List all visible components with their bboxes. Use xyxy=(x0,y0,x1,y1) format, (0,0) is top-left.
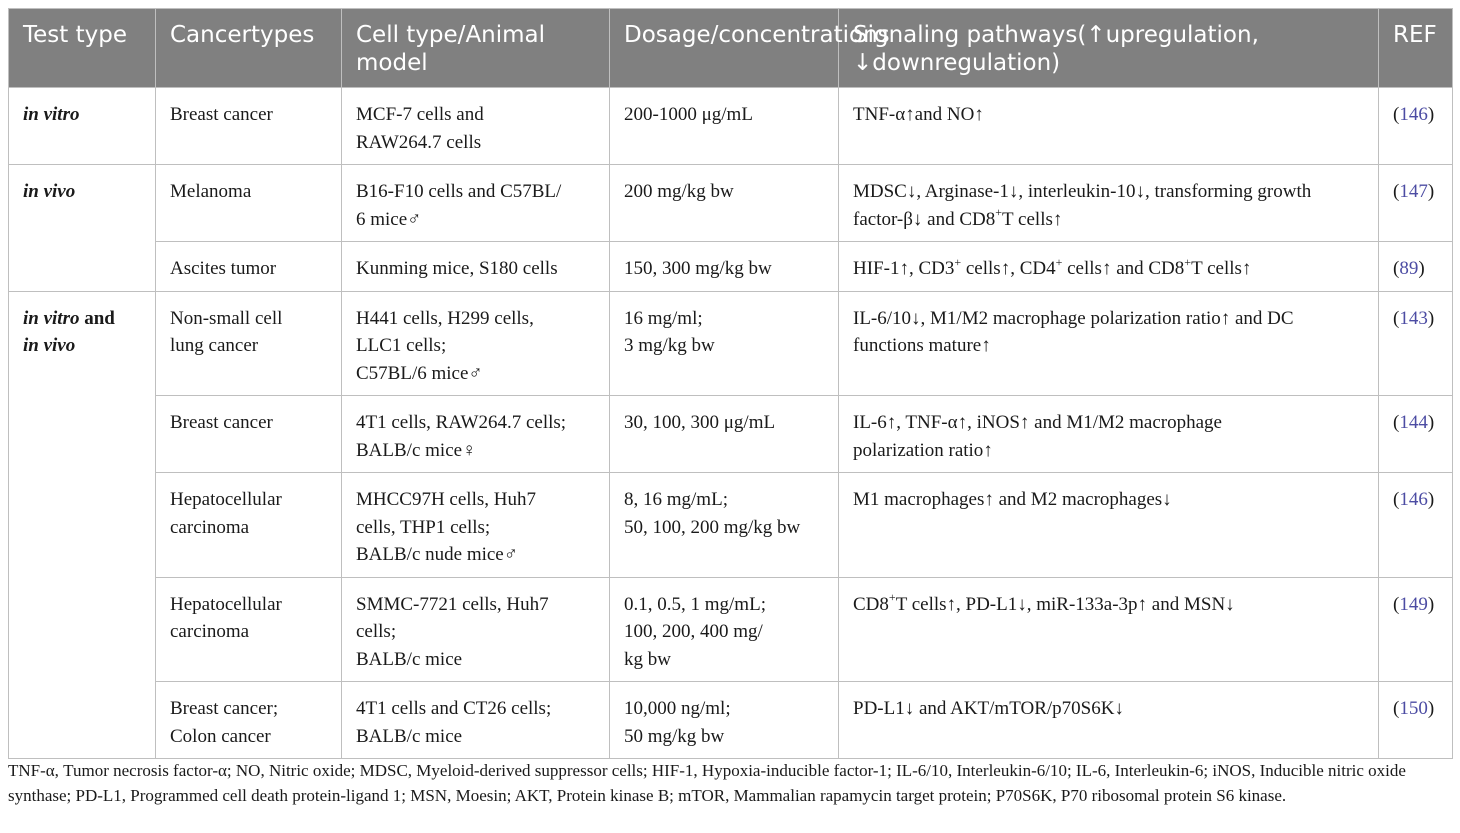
pathway-cell: IL-6/10↓, M1/M2 macrophage polarization … xyxy=(838,290,1379,396)
data-table: Test type Cancertypes Cell type/Animal m… xyxy=(8,8,1453,759)
pathway-cell: TNF-α↑and NO↑ xyxy=(838,87,1379,165)
dosage-cell: 16 mg/ml; 3 mg/kg bw xyxy=(609,290,839,396)
cancer-cell: Breast cancer xyxy=(155,87,342,165)
cancer-cell: Breast cancer xyxy=(155,395,342,473)
cancer-cell: Hepatocellular carcinoma xyxy=(155,472,342,578)
cancer-cell: Melanoma xyxy=(155,164,342,242)
ref-cell: (147) xyxy=(1378,164,1453,242)
ref-link[interactable]: 146 xyxy=(1399,104,1428,125)
dosage-cell: 10,000 ng/ml; 50 mg/kg bw xyxy=(609,681,839,759)
dosage-cell: 200-1000 μg/mL xyxy=(609,87,839,165)
cells-cell: B16-F10 cells and C57BL/6 mice♂ xyxy=(341,164,610,242)
ref-cell: (146) xyxy=(1378,87,1453,165)
ref-cell: (144) xyxy=(1378,395,1453,473)
cells-cell: SMMC-7721 cells, Huh7 cells; BALB/c mice xyxy=(341,576,610,682)
ref-cell: (143) xyxy=(1378,290,1453,396)
cancer-cell: Ascites tumor xyxy=(155,241,342,292)
cells-cell: MCF-7 cells and RAW264.7 cells xyxy=(341,87,610,165)
table-row: Hepatocellular carcinoma SMMC-7721 cells,… xyxy=(9,576,1453,682)
cells-cell: H441 cells, H299 cells, LLC1 cells; C57BL/… xyxy=(341,290,610,396)
header-row: Test type Cancertypes Cell type/Animal m… xyxy=(8,8,1453,88)
table-row: Hepatocellular carcinoma MHCC97H cells, H… xyxy=(9,472,1453,578)
cells-cell: Kunming mice, S180 cells xyxy=(341,241,610,292)
pathway-cell: IL-6↑, TNF-α↑, iNOS↑ and M1/M2 macrophag… xyxy=(838,395,1379,473)
table-row: in vivo Melanoma B16-F10 cells and C57BL… xyxy=(8,164,1453,292)
dosage-cell: 150, 300 mg/kg bw xyxy=(609,241,839,292)
ref-cell: (150) xyxy=(1378,681,1453,759)
dosage-cell: 30, 100, 300 μg/mL xyxy=(609,395,839,473)
table-container: Test type Cancertypes Cell type/Animal m… xyxy=(8,8,1453,759)
header-signaling-pathways: Signaling pathways(↑upregulation, ↓downr… xyxy=(838,8,1379,88)
table-row: Breast cancer; Colon cancer 4T1 cells and… xyxy=(9,681,1453,759)
table-row: Breast cancer 4T1 cells, RAW264.7 cells;… xyxy=(9,395,1453,473)
ref-link[interactable]: 150 xyxy=(1399,698,1428,719)
header-ref: REF xyxy=(1378,8,1453,88)
cancer-cell: Breast cancer; Colon cancer xyxy=(155,681,342,759)
dosage-cell: 8, 16 mg/mL; 50, 100, 200 mg/kg bw xyxy=(609,472,839,578)
cells-cell: 4T1 cells and CT26 cells; BALB/c mice xyxy=(341,681,610,759)
pathway-cell: HIF-1↑, CD3+ cells↑, CD4+ cells↑ and CD8… xyxy=(838,241,1379,292)
dosage-cell: 200 mg/kg bw xyxy=(609,164,839,242)
ref-link[interactable]: 147 xyxy=(1399,181,1428,202)
cancer-cell: Hepatocellular carcinoma xyxy=(155,576,342,682)
dosage-cell: 0.1, 0.5, 1 mg/mL; 100, 200, 400 mg/kg bw xyxy=(609,576,839,682)
header-dosage: Dosage/concentrations xyxy=(609,8,890,88)
pathway-cell: MDSC↓, Arginase-1↓, interleukin-10↓, tra… xyxy=(838,164,1379,242)
header-cancer-types: Cancertypes xyxy=(155,8,342,88)
header-test-type: Test type xyxy=(8,8,156,88)
ref-cell: (146) xyxy=(1378,472,1453,578)
ref-cell: (89) xyxy=(1378,241,1453,292)
ref-link[interactable]: 89 xyxy=(1399,258,1419,279)
table-footnote: TNF-α, Tumor necrosis factor-α; NO, Nitr… xyxy=(8,761,1406,805)
pathway-cell: M1 macrophages↑ and M2 macrophages↓ xyxy=(838,472,1379,578)
table-row: in vitro and in vivo Non-small cell lung c… xyxy=(8,290,1453,759)
table-row: in vitro Breast cancer MCF-7 cells and RA… xyxy=(8,87,1453,165)
table-row: Ascites tumor Kunming mice, S180 cells 1… xyxy=(9,241,1453,292)
ref-cell: (149) xyxy=(1378,576,1453,682)
header-cell-type: Cell type/Animal model xyxy=(341,8,610,88)
ref-link[interactable]: 144 xyxy=(1399,412,1428,433)
ref-link[interactable]: 143 xyxy=(1399,307,1428,329)
ref-link[interactable]: 149 xyxy=(1399,593,1428,615)
pathway-cell: CD8+T cells↑, PD-L1↓, miR-133a-3p↑ and M… xyxy=(838,576,1379,682)
pathway-cell: PD-L1↓ and AKT/mTOR/p70S6K↓ xyxy=(838,681,1379,759)
test-type-cell: in vivo xyxy=(8,164,156,292)
cells-cell: MHCC97H cells, Huh7 cells, THP1 cells; BAL… xyxy=(341,472,610,578)
cancer-cell: Non-small cell lung cancer xyxy=(155,290,342,396)
test-type-cell: in vitro and in vivo xyxy=(8,290,156,759)
cells-cell: 4T1 cells, RAW264.7 cells; BALB/c mice♀ xyxy=(341,395,610,473)
ref-link[interactable]: 146 xyxy=(1399,489,1428,510)
test-type-cell: in vitro xyxy=(8,87,156,165)
